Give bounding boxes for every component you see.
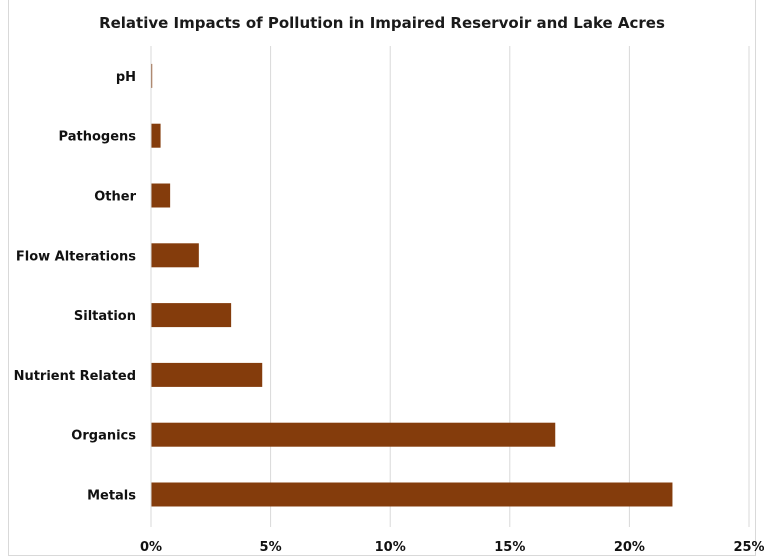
category-label: Nutrient Related [14,369,136,384]
bar [151,183,171,208]
chart-frame [8,0,756,556]
category-label: pH [116,70,136,85]
x-tick-label: 15% [494,540,525,555]
bars [151,63,673,507]
bar [151,303,232,328]
category-label: Siltation [74,309,136,324]
bar [151,243,199,268]
category-labels: pH Pathogens Other Flow Alterations Siltatio… [14,70,137,504]
gridlines [270,46,750,527]
x-tick-label: 5% [260,540,282,555]
x-tick-label: 10% [375,540,406,555]
category-label: Flow Alterations [16,249,136,264]
bar [151,63,153,88]
x-tick-label: 0% [140,540,162,555]
bar [151,123,161,148]
x-tick-label: 20% [614,540,645,555]
bar [151,362,263,387]
tick-labels: 0% 5% 10% 15% 20% 25% [140,540,764,555]
x-tick-label: 25% [733,540,764,555]
bar [151,482,673,507]
category-label: Metals [87,489,136,504]
category-label: Pathogens [59,130,137,145]
bar [151,422,556,447]
category-label: Organics [71,429,136,444]
category-label: Other [94,190,136,205]
chart-title: Relative Impacts of Pollution in Impaire… [99,14,665,32]
